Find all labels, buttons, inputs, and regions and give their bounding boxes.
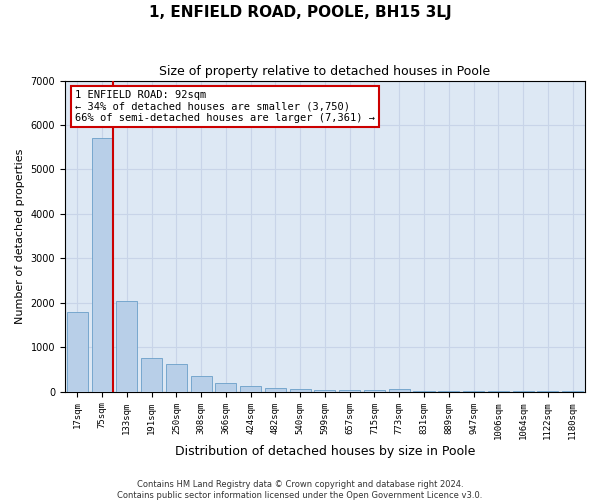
Bar	[166, 364, 187, 392]
Text: 1 ENFIELD ROAD: 92sqm
← 34% of detached houses are smaller (3,750)
66% of semi-d: 1 ENFIELD ROAD: 92sqm ← 34% of detached …	[76, 90, 376, 123]
Bar	[265, 388, 286, 392]
Bar	[67, 312, 88, 392]
Bar	[141, 358, 162, 392]
Bar	[240, 386, 261, 392]
Bar	[116, 300, 137, 392]
Text: Contains HM Land Registry data © Crown copyright and database right 2024.
Contai: Contains HM Land Registry data © Crown c…	[118, 480, 482, 500]
Bar	[92, 138, 113, 392]
Y-axis label: Number of detached properties: Number of detached properties	[15, 148, 25, 324]
Bar	[215, 384, 236, 392]
Title: Size of property relative to detached houses in Poole: Size of property relative to detached ho…	[160, 65, 491, 78]
Text: 1, ENFIELD ROAD, POOLE, BH15 3LJ: 1, ENFIELD ROAD, POOLE, BH15 3LJ	[149, 5, 451, 20]
X-axis label: Distribution of detached houses by size in Poole: Distribution of detached houses by size …	[175, 444, 475, 458]
Bar	[339, 390, 360, 392]
Bar	[389, 389, 410, 392]
Bar	[290, 389, 311, 392]
Bar	[191, 376, 212, 392]
Bar	[364, 390, 385, 392]
Bar	[314, 390, 335, 392]
